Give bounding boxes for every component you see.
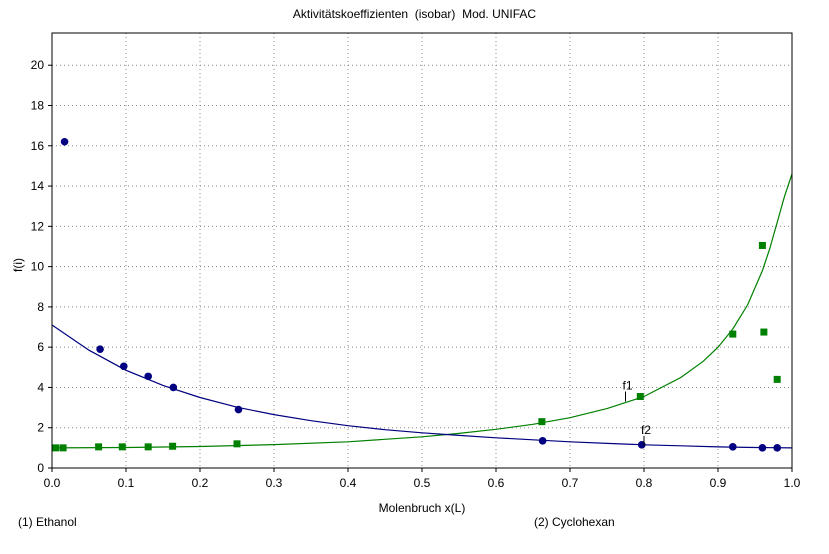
y-tick-label: 10 (31, 260, 45, 274)
series-f2-point (96, 345, 104, 353)
y-tick-label: 16 (31, 139, 45, 153)
series-f1-point (538, 418, 545, 425)
y-tick-label: 20 (31, 58, 45, 72)
x-tick-label: 0.2 (192, 476, 209, 490)
component-1-label: (1) Ethanol (18, 515, 77, 529)
chart-title: Aktivitätskoeffizienten (isobar) Mod. UN… (0, 7, 829, 21)
series-f1-point (774, 376, 781, 383)
series-f1-point (760, 329, 767, 336)
x-tick-label: 0.0 (44, 476, 61, 490)
y-tick-label: 8 (37, 300, 44, 314)
y-axis-label: f(i) (11, 250, 25, 280)
x-tick-label: 0.3 (266, 476, 283, 490)
series-f2-point (61, 138, 69, 146)
series-f1-curve (52, 174, 792, 448)
y-tick-label: 18 (31, 99, 45, 113)
series-f1-point (637, 393, 644, 400)
model-curves (52, 174, 792, 448)
plot-area-frame (52, 33, 792, 468)
x-tick-label: 1.0 (784, 476, 801, 490)
curve-annotations: f1 f2 (623, 379, 652, 446)
series-f1-point (95, 443, 102, 450)
series-f1-point (52, 444, 59, 451)
y-tick-label: 14 (31, 179, 45, 193)
x-tick-label: 0.9 (710, 476, 727, 490)
x-axis-label: Molenbruch x(L) (52, 501, 792, 515)
annotation-label-f1: f1 (623, 379, 633, 393)
y-tick-label: 0 (37, 461, 44, 475)
x-tick-label: 0.6 (488, 476, 505, 490)
x-tick-label: 0.5 (414, 476, 431, 490)
series-f1-point (145, 443, 152, 450)
x-tick-label: 0.8 (636, 476, 653, 490)
y-tick-label: 6 (37, 340, 44, 354)
component-2-label: (2) Cyclohexan (534, 515, 615, 529)
series-f2-point (235, 406, 243, 414)
y-tick-label: 4 (37, 380, 44, 394)
series-f2-point (144, 373, 152, 381)
series-f1-point (60, 444, 67, 451)
y-tick-label: 12 (31, 219, 45, 233)
grid-lines (52, 33, 792, 468)
series-f1-point (759, 242, 766, 249)
x-tick-label: 0.7 (562, 476, 579, 490)
y-axis-ticks: 0 2 4 6 8 10 12 14 16 18 20 (31, 58, 52, 475)
series-f1-point (119, 443, 126, 450)
y-tick-label: 2 (37, 421, 44, 435)
series-f2-point (773, 444, 781, 452)
series-f1-point (169, 443, 176, 450)
series-f2-point (729, 443, 737, 451)
annotation-label-f2: f2 (641, 423, 651, 437)
series-f1-point (729, 331, 736, 338)
series-f2-point (120, 362, 128, 370)
series-f1-point (234, 440, 241, 447)
x-axis-ticks: 0.0 0.1 0.2 0.3 0.4 0.5 0.6 0.7 0.8 0.9 1.0 (44, 468, 801, 490)
series-f2-point (759, 444, 767, 452)
series-f2-point (170, 384, 178, 392)
x-tick-label: 0.4 (340, 476, 357, 490)
data-points (52, 138, 781, 452)
series-f2-point (539, 437, 547, 445)
x-tick-label: 0.1 (118, 476, 135, 490)
